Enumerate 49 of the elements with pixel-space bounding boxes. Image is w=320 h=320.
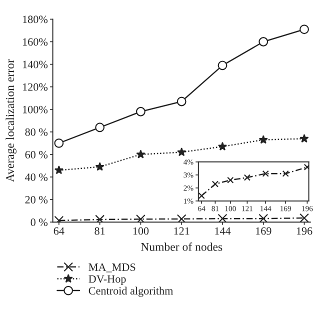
- y-tick-label: 140%: [22, 60, 48, 68]
- point: [218, 60, 228, 70]
- point: [244, 174, 251, 181]
- point: [136, 106, 146, 116]
- point: [136, 214, 146, 222]
- x-tick-label: 121: [174, 227, 190, 235]
- point: [95, 214, 105, 222]
- point: [300, 134, 309, 143]
- x-axis-title: Number of nodes: [140, 242, 222, 251]
- x-tick-label: 64: [54, 227, 64, 235]
- point: [258, 214, 268, 222]
- point: [212, 180, 219, 188]
- point: [177, 147, 186, 156]
- point: [227, 176, 234, 184]
- point: [258, 135, 268, 144]
- point: [176, 96, 186, 106]
- y-tick-label: 0 %: [30, 218, 48, 226]
- point: [300, 24, 309, 34]
- x-tick-label: 169: [256, 227, 272, 235]
- y-tick-label: 60 %: [25, 150, 48, 158]
- legend-label: Centroid algorithm: [88, 286, 174, 297]
- legend-label: MA_MDS: [88, 263, 136, 272]
- point: [95, 162, 104, 171]
- point: [198, 192, 205, 200]
- x-tick-label: 144: [215, 227, 231, 235]
- point: [54, 138, 64, 148]
- point: [262, 170, 269, 177]
- point: [176, 214, 186, 222]
- point: [258, 37, 268, 46]
- point: [136, 150, 146, 158]
- point: [54, 166, 64, 174]
- point: [282, 170, 289, 177]
- legend-label: DV-Hop: [88, 275, 126, 285]
- point: [304, 164, 309, 170]
- point: [300, 213, 309, 222]
- x-tick-label: 81: [94, 227, 105, 235]
- y-tick-label: 120%: [22, 83, 48, 91]
- y-tick-label: 80 %: [25, 128, 48, 136]
- y-tick-label: 100%: [22, 106, 48, 114]
- point: [218, 214, 228, 222]
- point: [218, 142, 228, 150]
- y-tick-label: 20 %: [25, 196, 48, 204]
- point: [95, 122, 105, 132]
- y-tick-label: 40 %: [25, 173, 48, 181]
- y-tick-label: 160%: [22, 38, 48, 46]
- x-tick-label: 196: [296, 227, 312, 235]
- y-tick-label: 180%: [22, 16, 48, 24]
- x-tick-label: 100: [133, 227, 149, 235]
- y-axis-title: Average localization error: [6, 59, 16, 182]
